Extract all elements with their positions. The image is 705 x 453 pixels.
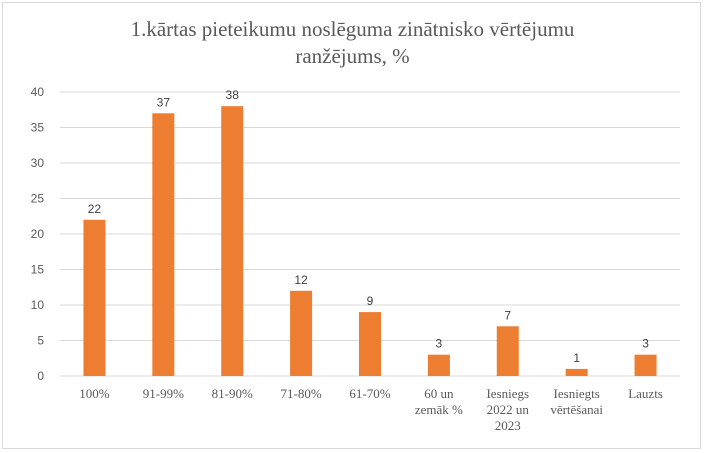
- data-label: 7: [504, 308, 511, 322]
- y-tick-label: 0: [37, 369, 44, 383]
- y-tick-label: 5: [37, 334, 44, 348]
- chart-title-line-1: 1.kārtas pieteikumu noslēguma zinātnisko…: [130, 17, 575, 41]
- x-tick-label: 71-80%: [281, 386, 322, 401]
- bar: [359, 312, 381, 376]
- y-tick-label: 15: [31, 263, 45, 277]
- x-tick-label: Iesniegs 2022 un 2023: [486, 386, 529, 433]
- data-label: 3: [436, 337, 443, 351]
- data-label: 22: [88, 202, 102, 216]
- data-label: 12: [294, 273, 308, 287]
- chart-title-line-2: ranžējums, %: [295, 44, 410, 68]
- y-tick-label: 25: [31, 192, 45, 206]
- y-tick-label: 20: [31, 227, 45, 241]
- bar: [152, 113, 175, 377]
- bar: [221, 106, 244, 376]
- data-label: 9: [367, 294, 374, 308]
- y-tick-label: 10: [31, 298, 45, 312]
- x-tick-label: 81-90%: [212, 386, 253, 401]
- x-tick-label: Iesniegts vērtēšanai: [550, 386, 603, 417]
- bars: [83, 106, 657, 377]
- y-tick-label: 30: [31, 156, 45, 170]
- data-label: 38: [226, 88, 240, 102]
- x-tick-label: Lauzts: [628, 386, 663, 401]
- x-axis-labels: 100% 91-99% 81-90% 71-80% 61-70% 60 un zemāk %…: [79, 386, 663, 433]
- bar: [427, 354, 450, 376]
- bar: [290, 290, 313, 376]
- y-tick-label: 40: [31, 85, 45, 99]
- bar: [634, 354, 657, 376]
- x-tick-label: 100%: [79, 386, 110, 401]
- data-label: 1: [573, 351, 580, 365]
- x-tick-label: 91-99%: [143, 386, 184, 401]
- bar: [83, 219, 106, 376]
- bar: [565, 368, 588, 376]
- data-label: 3: [642, 337, 649, 351]
- data-label: 37: [157, 95, 171, 109]
- bar: [496, 326, 519, 376]
- y-tick-label: 35: [31, 121, 45, 135]
- y-axis-ticks: 0 5 10 15 20 25 30 35 40: [31, 85, 45, 383]
- x-tick-label: 61-70%: [349, 386, 390, 401]
- x-tick-label: 60 un zemāk %: [415, 386, 463, 417]
- chart-title: 1.kārtas pieteikumu noslēguma zinātnisko…: [0, 16, 705, 70]
